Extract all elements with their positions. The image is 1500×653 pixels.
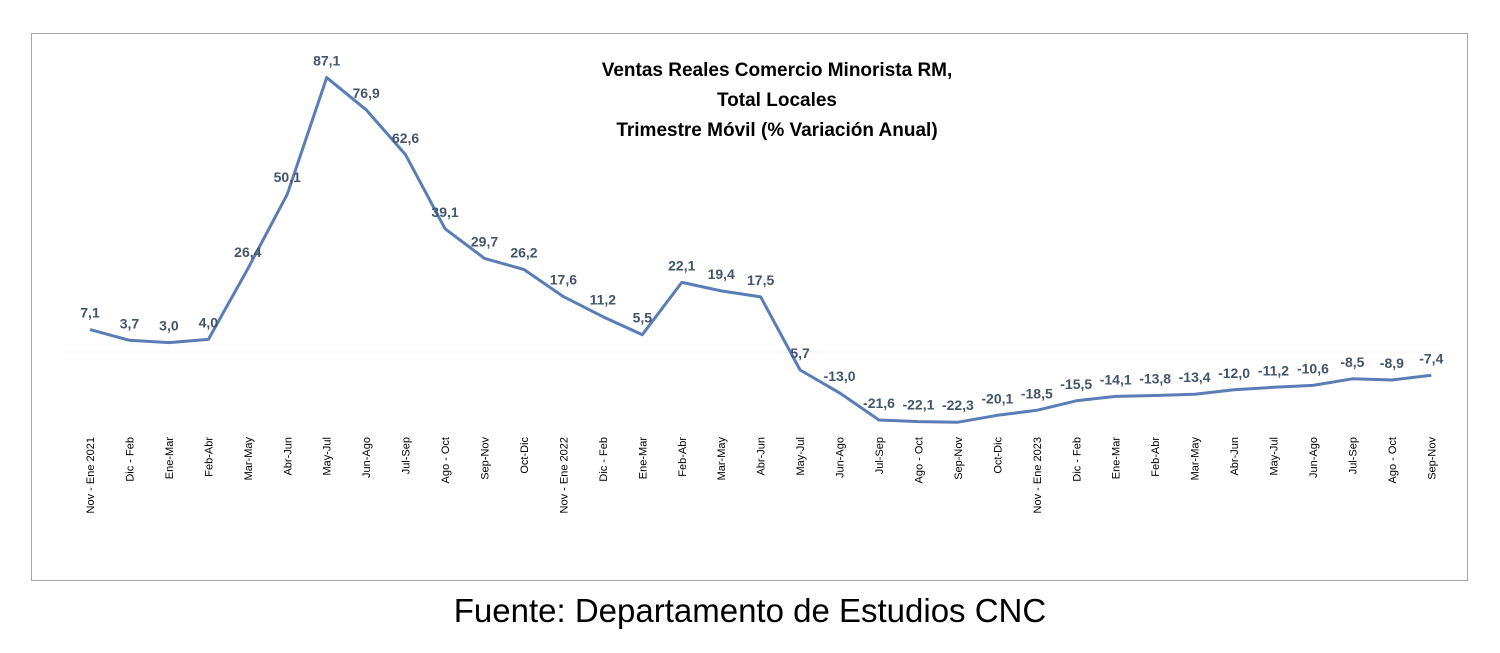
x-tick-label: Jun-Ago [1308, 437, 1320, 478]
x-tick-label: Oct-Dic [519, 437, 531, 474]
x-tick-label: Jun-Ago [361, 437, 373, 478]
x-tick-label: Jul-Sep [401, 437, 413, 474]
data-label: 4,0 [199, 314, 219, 330]
data-label: 3,0 [159, 318, 179, 334]
data-label: 22,1 [668, 257, 695, 273]
x-tick-label: Mar-May [1190, 437, 1202, 481]
x-tick-label: Ene-Mar [1111, 437, 1123, 480]
data-label: -8,5 [1340, 354, 1364, 370]
data-label: 26,2 [510, 244, 537, 260]
data-label: -12,0 [1218, 365, 1250, 381]
x-tick-label: May-Jul [795, 437, 807, 476]
data-label: 17,6 [550, 272, 577, 288]
x-tick-label: Mar-May [716, 437, 728, 481]
data-label: 50,1 [274, 169, 301, 185]
x-tick-label: Nov - Ene 2023 [1032, 437, 1044, 513]
series-line [89, 76, 1432, 424]
x-tick-labels: Nov - Ene 2021 Dic - Feb Ene-Mar Feb-Abr Mar… [85, 437, 1438, 514]
x-tick-label: Mar-May [243, 437, 255, 481]
data-label: 3,7 [120, 315, 140, 331]
data-label: 11,2 [590, 292, 617, 308]
chart-title-line: Trimestre Móvil (% Variación Anual) [616, 120, 937, 141]
data-label: 17,5 [747, 272, 774, 288]
line-chart: Ventas Reales Comercio Minorista RM, Tota… [66, 53, 1444, 514]
x-tick-label: Dic - Feb [598, 437, 610, 482]
x-tick-label: May-Jul [1269, 437, 1281, 476]
data-label: 39,1 [431, 204, 458, 220]
chart-title-line: Total Locales [717, 90, 837, 111]
x-tick-label: Ago - Oct [1387, 437, 1399, 483]
data-label: -13,8 [1139, 370, 1171, 386]
data-label: 5,5 [633, 310, 653, 326]
data-label: 62,6 [392, 130, 419, 146]
data-label: -7,4 [1419, 350, 1443, 366]
x-tick-label: Dic - Feb [124, 437, 136, 482]
x-tick-label: Sep-Nov [1426, 437, 1438, 480]
x-tick-label: Ene-Mar [164, 437, 176, 480]
x-tick-label: Sep-Nov [953, 437, 965, 480]
x-tick-label: Jul-Sep [1347, 437, 1359, 474]
data-label: -13,4 [1179, 369, 1211, 385]
x-tick-label: Dic - Feb [1071, 437, 1083, 482]
x-tick-label: Ene-Mar [637, 437, 649, 480]
x-tick-label: Oct-Dic [992, 437, 1004, 474]
x-tick-label: Sep-Nov [480, 437, 492, 480]
data-label: 87,1 [313, 53, 340, 69]
x-tick-label: May-Jul [322, 437, 334, 476]
data-label: -8,9 [1380, 355, 1404, 371]
x-tick-label: Nov - Ene 2021 [85, 437, 97, 513]
data-label: 76,9 [353, 85, 380, 101]
x-tick-label: Abr-Jun [282, 437, 294, 476]
data-label: 29,7 [471, 233, 498, 249]
data-label: 5,7 [790, 345, 810, 361]
data-label: -10,6 [1297, 360, 1329, 376]
data-label: -18,5 [1021, 385, 1053, 401]
data-labels: 7,1 3,7 3,0 4,0 26,4 50,1 87,1 76,9 62,6 39,1 29,7… [80, 53, 1443, 414]
x-tick-label: Feb-Abr [677, 437, 689, 477]
data-label: -11,2 [1258, 362, 1289, 378]
data-label: -20,1 [981, 390, 1013, 406]
chart-frame: Ventas Reales Comercio Minorista RM, Tota… [31, 33, 1468, 581]
x-tick-label: Jun-Ago [835, 437, 847, 478]
x-tick-label: Jul-Sep [874, 437, 886, 474]
x-tick-label: Abr-Jun [756, 437, 768, 476]
x-tick-label: Feb-Abr [203, 437, 215, 477]
data-label: -22,1 [902, 397, 934, 413]
data-label: -15,5 [1060, 376, 1092, 392]
data-label: 19,4 [708, 266, 735, 282]
x-tick-label: Feb-Abr [1150, 437, 1162, 477]
chart-title-line: Ventas Reales Comercio Minorista RM, [602, 60, 953, 81]
x-tick-label: Ago - Oct [440, 437, 452, 483]
x-tick-label: Abr-Jun [1229, 437, 1241, 476]
data-label: -22,3 [942, 397, 974, 413]
chart-title: Ventas Reales Comercio Minorista RM, Tota… [602, 60, 953, 141]
x-tick-label: Nov - Ene 2022 [558, 437, 570, 513]
data-label: -21,6 [863, 395, 895, 411]
data-label: -13,0 [824, 368, 856, 384]
x-tick-label: Ago - Oct [913, 437, 925, 483]
data-label: -14,1 [1100, 371, 1132, 387]
source-note: Fuente: Departamento de Estudios CNC [453, 592, 1047, 629]
data-label: 7,1 [80, 305, 100, 321]
data-label: 26,4 [234, 244, 261, 260]
